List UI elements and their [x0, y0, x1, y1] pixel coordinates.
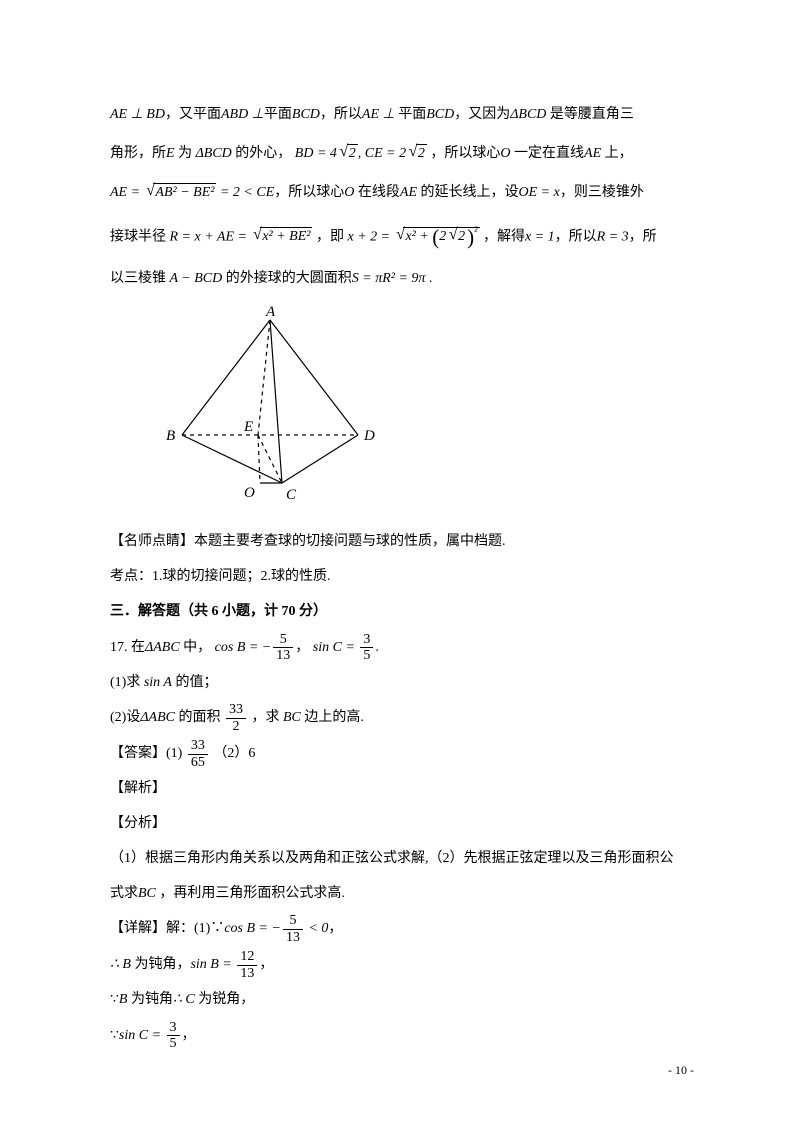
jiexi-heading: 【解析】	[110, 774, 694, 805]
vertex-c-label: C	[286, 487, 297, 503]
q17-part2: (2)设ΔABC 的面积 332 ，求 BC 边上的高.	[110, 702, 694, 734]
kaodian: 考点：1.球的切接问题；2.球的性质.	[110, 562, 694, 593]
solution-para-3: AE = AB² − BE² = 2 < CE，所以球心O 在线段AE 的延长线…	[110, 174, 694, 209]
detail-line-2: ∴ B 为钝角，sin B = 1213，	[110, 949, 694, 981]
q17-stem: 17. 在ΔABC 中， cos B = −513， sin C = 35.	[110, 632, 694, 664]
vertex-a-label: A	[265, 305, 276, 320]
fenxi-text-2: 式求BC ，再利用三角形面积公式求高.	[110, 879, 694, 910]
vertex-b-label: B	[166, 428, 175, 444]
detail-line-3: ∵B 为钝角∴ C 为锐角，	[110, 985, 694, 1016]
vertex-d-label: D	[363, 428, 375, 444]
page-number: - 10 -	[668, 1063, 694, 1078]
answer-line: 【答案】(1) 3365 （2）6	[110, 738, 694, 770]
solution-para-4: 接球半径 R = x + AE = x² + BE² ，即 x + 2 = x²…	[110, 214, 694, 260]
solution-para-2: 角形，所E 为 ΔBCD 的外心， BD = 42, CE = 22 ，所以球心…	[110, 135, 694, 170]
detail-line-4: ∵sin C = 35，	[110, 1020, 694, 1052]
vertex-e-label: E	[243, 419, 253, 435]
teacher-note: 【名师点睛】本题主要考查球的切接问题与球的性质，属中档题.	[110, 527, 694, 558]
math-ae-perp-bd: AE ⊥ BD	[110, 107, 165, 122]
q17-part1: (1)求 sin A 的值；	[110, 668, 694, 699]
sqrt-icon	[406, 146, 415, 161]
solution-para-5: 以三棱锥 A − BCD 的外接球的大圆面积S = πR² = 9π .	[110, 264, 694, 295]
vertex-o-label: O	[244, 485, 255, 501]
section-3-heading: 三．解答题（共 6 小题，计 70 分）	[110, 597, 694, 628]
sqrt-icon	[446, 229, 455, 244]
sqrt-icon	[250, 229, 259, 244]
sqrt-icon	[337, 146, 346, 161]
detail-line-1: 【详解】解：(1)∵cos B = −513 < 0，	[110, 913, 694, 945]
fenxi-text-1: （1）根据三角形内角关系以及两角和正弦公式求解,（2）先根据正弦定理以及三角形面…	[110, 844, 694, 875]
pyramid-diagram: A B C D E O	[140, 305, 694, 518]
sqrt-icon	[394, 229, 403, 244]
sqrt-icon	[144, 185, 153, 200]
fenxi-heading: 【分析】	[110, 809, 694, 840]
diagram-svg: A B C D E O	[140, 305, 400, 505]
solution-para-1: AE ⊥ BD，又平面ABD ⊥平面BCD，所以AE ⊥ 平面BCD，又因为ΔB…	[110, 100, 694, 131]
